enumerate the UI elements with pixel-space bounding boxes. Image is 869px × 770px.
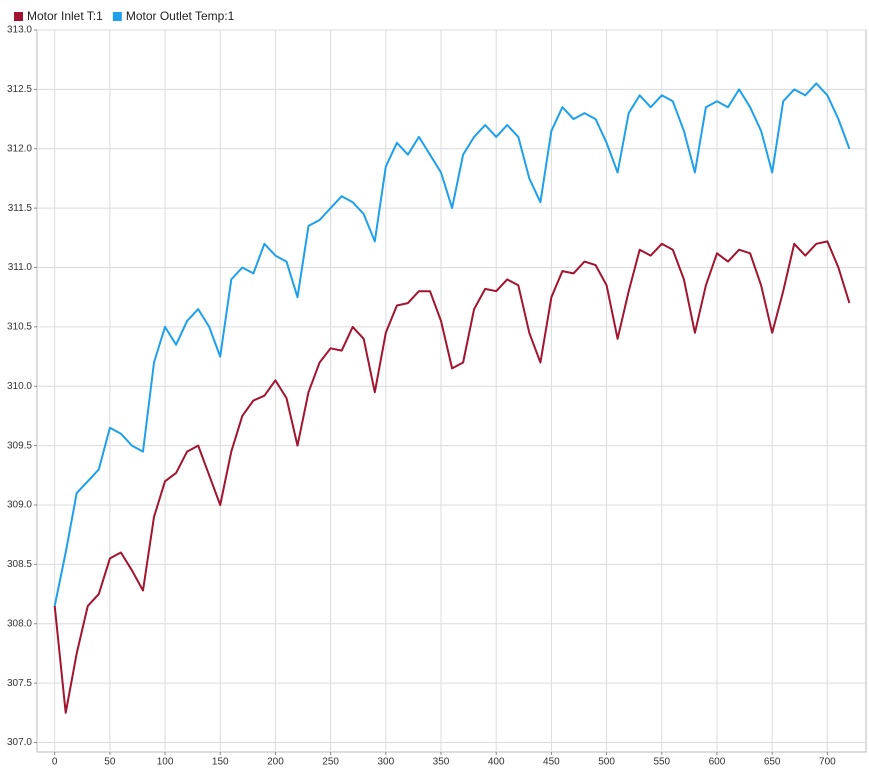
y-tick-label: 311.5	[8, 203, 33, 214]
x-tick-label: 250	[322, 757, 339, 768]
x-tick-label: 650	[764, 757, 781, 768]
y-tick-label: 312.0	[7, 143, 32, 154]
y-tick-label: 308.0	[7, 618, 32, 629]
x-tick-label: 550	[653, 757, 670, 768]
y-tick-label: 307.0	[7, 737, 32, 748]
y-tick-label: 310.5	[7, 322, 32, 333]
legend-label: Motor Outlet Temp:1	[126, 9, 235, 23]
x-tick-label: 350	[433, 757, 450, 768]
data-line	[53, 240, 851, 714]
x-tick-label: 100	[157, 757, 174, 768]
x-tick-label: 400	[488, 757, 505, 768]
y-tick-label: 310.0	[7, 381, 32, 392]
data-line	[53, 82, 851, 607]
y-tick-label: 311.0	[8, 262, 33, 273]
legend-swatch	[14, 12, 23, 21]
y-tick-label: 307.5	[7, 678, 32, 689]
legend-label: Motor Inlet T:1	[27, 9, 103, 23]
x-tick-label: 150	[212, 757, 229, 768]
y-tick-label: 313.0	[7, 25, 32, 36]
x-tick-label: 300	[377, 757, 394, 768]
y-tick-label: 312.5	[7, 84, 32, 95]
x-tick-label: 50	[104, 757, 116, 768]
y-tick-label: 308.5	[7, 559, 32, 570]
x-tick-label: 450	[543, 757, 560, 768]
y-tick-label: 309.5	[7, 440, 32, 451]
x-tick-label: 0	[52, 757, 58, 768]
x-tick-label: 600	[709, 757, 726, 768]
plot-area	[36, 29, 867, 753]
x-tick-label: 700	[819, 757, 836, 768]
legend-swatch	[112, 12, 122, 21]
x-tick-label: 500	[598, 757, 615, 768]
x-tick-label: 200	[267, 757, 284, 768]
y-tick-label: 309.0	[7, 500, 32, 511]
